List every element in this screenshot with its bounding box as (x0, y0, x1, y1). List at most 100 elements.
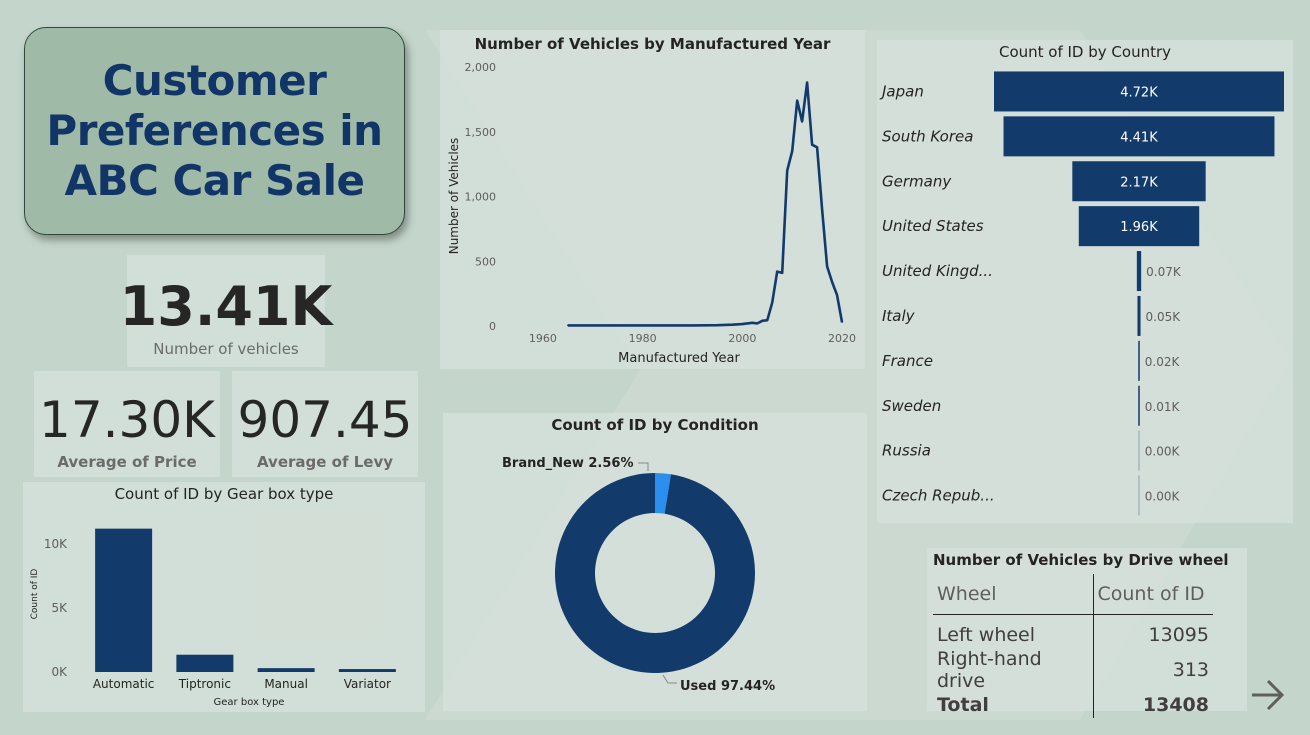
data-point (741, 323, 744, 325)
data-point (776, 270, 779, 273)
data-point (821, 208, 823, 211)
drive-wheel-table: Wheel Count of ID Left wheel 13095 Right… (933, 574, 1213, 718)
y-tick-label: 1,000 (465, 191, 497, 204)
arrow-right-icon[interactable] (1250, 675, 1286, 715)
data-label: 4.72K (1120, 85, 1158, 100)
dashboard-title: Customer Preferences in ABC Car Sale (46, 56, 383, 205)
bar (338, 669, 396, 672)
country-label: Germany (882, 172, 952, 190)
y-axis-label: Number of Vehicles (447, 138, 461, 255)
data-point (641, 324, 644, 327)
data-label: 2.17K (1120, 175, 1158, 190)
data-label: 0.07K (1146, 265, 1182, 279)
funnel-bar (1138, 475, 1140, 516)
funnel-bar (1136, 251, 1142, 292)
y-tick-label: 2,000 (465, 61, 497, 74)
data-point (716, 324, 719, 327)
funnel-bar (1138, 430, 1140, 471)
vehicles-by-year-chart[interactable]: Number of Vehicles by Manufactured Year … (440, 30, 865, 369)
table-total-label: Total (937, 694, 989, 716)
data-label: 0.05K (1146, 310, 1182, 324)
drive-wheel-table-title: Number of Vehicles by Drive wheel (933, 551, 1229, 569)
line-chart-svg: 0 500 1,000 1,500 2,000 1960 1980 2000 2020 Manuf… (447, 61, 856, 366)
bar (95, 528, 153, 672)
data-point (731, 323, 734, 326)
condition-chart-title: Count of ID by Condition (551, 416, 759, 434)
donut-slice (555, 473, 755, 673)
funnel-bar (1078, 206, 1200, 247)
table-cell: 13095 (1092, 622, 1213, 648)
data-point (811, 143, 813, 146)
table-row (933, 614, 1213, 622)
funnel-bar (1003, 116, 1275, 157)
column-header-count[interactable]: Count of ID (1092, 574, 1213, 614)
country-label: Italy (882, 307, 916, 325)
table-cell: Right-hand drive (937, 648, 1042, 692)
data-label: 0.00K (1145, 445, 1181, 459)
column-header-wheel[interactable]: Wheel (937, 582, 997, 605)
data-point (781, 272, 784, 274)
funnel-bar (1072, 161, 1206, 202)
y-tick-label: 10K (44, 537, 68, 551)
table-row: Left wheel 13095 (933, 622, 1213, 648)
data-point (796, 99, 798, 102)
data-point (831, 281, 833, 283)
funnel-bar (1137, 295, 1141, 336)
country-chart-svg: Japan 4.72K South Korea 4.41K Germany 2.17K Un… (879, 71, 1284, 516)
condition-chart[interactable]: Count of ID by Condition Brand_New 2.56%… (443, 413, 867, 711)
funnel-bar (994, 71, 1284, 112)
data-label: Used 97.44% (680, 679, 775, 694)
data-label: 1.96K (1120, 220, 1158, 235)
data-label: 0.00K (1145, 490, 1181, 504)
data-point (836, 294, 838, 296)
kpi-average-levy: 907.45 Average of Levy (232, 371, 418, 477)
data-point (826, 265, 828, 268)
x-tick-label: 1980 (629, 332, 657, 345)
bar (257, 668, 315, 672)
data-point (751, 321, 754, 324)
country-label: Russia (882, 442, 931, 460)
kpi-average-price: 17.30K Average of Price (34, 371, 220, 477)
table-cell: Left wheel (937, 624, 1036, 646)
leader-line (662, 674, 677, 684)
country-chart-title: Count of ID by Country (998, 43, 1172, 61)
data-point (766, 319, 769, 321)
country-label: Sweden (882, 397, 941, 415)
kpi-price-value: 17.30K (39, 391, 215, 449)
data-label: 0.01K (1145, 400, 1181, 414)
kpi-levy-label: Average of Levy (256, 453, 394, 471)
data-point (761, 320, 764, 322)
data-point (841, 321, 843, 323)
table-total-row: Total 13408 (933, 692, 1213, 718)
gearbox-chart-svg: 0K 5K 10K Automatic Tiptronic Manual Variator G… (30, 528, 396, 708)
country-chart[interactable]: Count of ID by Country Japan 4.72K South K… (877, 40, 1293, 523)
funnel-bar (1138, 340, 1140, 381)
country-label: Czech Repub... (882, 487, 995, 505)
bar (176, 654, 234, 672)
kpi-number-of-vehicles: 13.41K Number of vehicles (120, 255, 332, 367)
data-point (816, 146, 818, 149)
x-axis-label: Manufactured Year (618, 351, 740, 366)
y-tick-label: 500 (475, 255, 496, 268)
data-label: 0.02K (1145, 355, 1181, 369)
drive-wheel-table-visual[interactable]: Number of Vehicles by Drive wheel Wheel … (927, 548, 1247, 718)
leader-line (638, 462, 649, 471)
table-cell: 313 (1092, 648, 1213, 692)
condition-chart-svg: Brand_New 2.56% Used 97.44% (502, 456, 775, 694)
x-tick-label: Variator (344, 677, 391, 691)
country-label: France (882, 352, 933, 370)
data-point (616, 324, 619, 327)
data-point (567, 324, 569, 327)
kpi-levy-value: 907.45 (237, 391, 413, 449)
data-point (691, 324, 694, 327)
x-tick-label: 2020 (828, 332, 856, 345)
gearbox-chart-title: Count of ID by Gear box type (114, 485, 334, 503)
data-point (786, 169, 788, 172)
country-label: South Korea (882, 127, 973, 145)
kpi-vehicles-value: 13.41K (119, 275, 333, 338)
gearbox-chart[interactable]: Count of ID by Gear box type 0K 5K 10K Auto… (23, 482, 425, 712)
kpi-price-label: Average of Price (57, 453, 197, 471)
country-label: Japan (879, 82, 924, 100)
data-point (591, 324, 594, 327)
funnel-bar (1138, 385, 1140, 426)
